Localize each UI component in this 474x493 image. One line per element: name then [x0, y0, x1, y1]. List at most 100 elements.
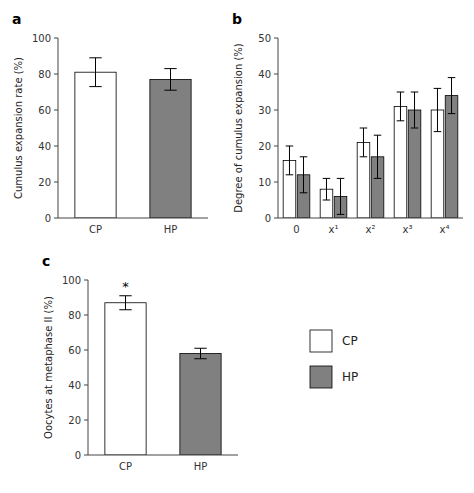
error-bar [448, 78, 456, 114]
y-tick [84, 385, 88, 386]
x-axis [58, 218, 208, 219]
error-bar-cap [194, 348, 206, 349]
marks [75, 58, 191, 218]
error-bar-stem [437, 88, 438, 131]
y-tick-label: 0 [45, 213, 51, 224]
error-bar-cap [374, 135, 382, 136]
y-tick-label: 50 [258, 33, 271, 44]
x-tick-label: x² [366, 224, 376, 235]
error-bar-cap [300, 156, 308, 157]
y-tick-label: 30 [258, 105, 271, 116]
y-axis [88, 280, 89, 455]
legend-label: CP [342, 334, 358, 348]
y-tick [84, 280, 88, 281]
error-bar-cap [323, 200, 331, 201]
error-bar-cap [411, 92, 419, 93]
error-bar-cap [300, 192, 308, 193]
y-axis-label: Oocytes at metaphase II (%) [43, 296, 54, 439]
panel: 020406080100CPHPOocytes at metaphase II … [42, 253, 238, 472]
error-bar-cap [164, 68, 176, 69]
x-tick-label: HP [164, 224, 178, 235]
y-tick [54, 74, 58, 75]
y-tick [54, 218, 58, 219]
error-bar-cap [411, 128, 419, 129]
error-bar-cap [337, 214, 345, 215]
error-bar-cap [374, 178, 382, 179]
y-axis-label: Cumulus expansion rate (%) [13, 57, 24, 199]
error-bar-cap [286, 174, 294, 175]
y-axis [278, 38, 279, 218]
x-tick-label: x¹ [329, 224, 339, 235]
y-tick-label: 100 [62, 275, 81, 286]
error-bar-cap [360, 156, 368, 157]
y-tick [54, 182, 58, 183]
error-bar [323, 178, 331, 200]
error-bar-cap [397, 120, 405, 121]
y-tick [274, 38, 278, 39]
error-bar [397, 92, 405, 121]
error-bar-cap [448, 77, 456, 78]
figure: 020406080100CPHPCumulus expansion rate (… [0, 0, 474, 493]
marks [105, 296, 221, 455]
error-bar-cap [434, 131, 442, 132]
panel-label: c [42, 253, 50, 269]
error-bar [194, 348, 206, 359]
bar [150, 79, 191, 218]
y-tick [54, 38, 58, 39]
y-tick-label: 80 [38, 69, 51, 80]
annotation: * [122, 279, 129, 294]
y-tick-label: 40 [258, 69, 271, 80]
y-tick-label: 60 [68, 345, 81, 356]
marks [283, 78, 458, 218]
error-bar-stem [125, 296, 126, 310]
error-bar-cap [164, 90, 176, 91]
x-tick-label: 0 [293, 224, 299, 235]
error-bar-stem [451, 78, 452, 114]
error-bar-cap [286, 146, 294, 147]
y-axis-label: Degree of cumulus expansion (%) [233, 43, 244, 213]
y-tick-label: 100 [32, 33, 51, 44]
x-tick-label: x⁴ [440, 224, 450, 235]
error-bar [337, 178, 345, 214]
error-bar-stem [289, 146, 290, 175]
error-bar [119, 296, 131, 310]
y-tick [274, 110, 278, 111]
y-tick [274, 74, 278, 75]
y-tick [274, 182, 278, 183]
y-tick [84, 420, 88, 421]
error-bar-cap [89, 57, 101, 58]
error-bar [434, 88, 442, 131]
error-bar-stem [303, 157, 304, 193]
y-tick [84, 350, 88, 351]
y-tick-label: 10 [258, 177, 271, 188]
error-bar-stem [400, 92, 401, 121]
y-tick-label: 20 [258, 141, 271, 152]
y-tick [274, 218, 278, 219]
error-bar [300, 157, 308, 193]
error-bar [89, 58, 101, 87]
bar [394, 106, 407, 218]
x-axis [88, 455, 238, 456]
error-bar-stem [363, 128, 364, 157]
panel-label: a [12, 11, 21, 27]
error-bar-stem [170, 69, 171, 91]
bar [180, 354, 221, 456]
bar [445, 96, 458, 218]
y-axis [58, 38, 59, 218]
y-tick-label: 80 [68, 310, 81, 321]
bar [105, 303, 146, 455]
x-tick-label: HP [194, 461, 208, 472]
error-bar [360, 128, 368, 157]
y-tick [84, 315, 88, 316]
panel: 020406080100CPHPCumulus expansion rate (… [12, 11, 208, 235]
error-bar-stem [95, 58, 96, 87]
legend-swatch [310, 366, 332, 388]
error-bar-cap [323, 178, 331, 179]
error-bar-cap [337, 178, 345, 179]
y-tick [84, 455, 88, 456]
y-tick-label: 40 [38, 141, 51, 152]
x-tick-label: x³ [403, 224, 413, 235]
x-tick-label: CP [119, 461, 132, 472]
y-tick [54, 110, 58, 111]
error-bar-cap [89, 86, 101, 87]
